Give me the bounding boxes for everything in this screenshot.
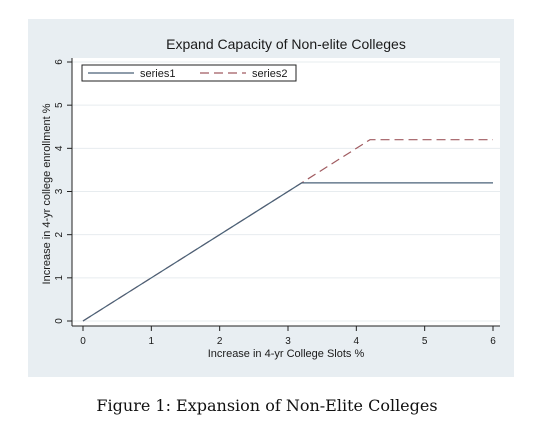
x-tick-label-0: 0	[80, 336, 86, 347]
series-lines	[82, 139, 493, 322]
figure-caption: Figure 1: Expansion of Non-Elite College…	[96, 396, 438, 415]
x-tick-label-3: 3	[285, 336, 291, 347]
x-tick-label-1: 1	[149, 336, 155, 347]
legend: series1 series2	[81, 64, 297, 82]
x-axis-label: Increase in 4-yr College Slots %	[208, 348, 365, 360]
legend-box	[81, 64, 297, 82]
legend-label-series2: series2	[252, 68, 287, 80]
y-tick-label-5: 5	[54, 102, 65, 108]
x-tick-label-6: 6	[490, 336, 496, 347]
y-tick-label-1: 1	[54, 275, 65, 281]
y-tick-label-4: 4	[54, 145, 65, 151]
chart-title: Expand Capacity of Non-elite Colleges	[166, 36, 406, 52]
legend-label-series1: series1	[140, 68, 175, 80]
gridlines	[72, 61, 500, 322]
y-tick-label-6: 6	[54, 59, 65, 65]
x-tick-label-4: 4	[354, 336, 360, 347]
y-tick-label-2: 2	[54, 231, 65, 237]
axes: 0 1 2 3 4 5 6 0 1 2 3 4 5 6	[54, 58, 500, 347]
x-tick-label-5: 5	[422, 336, 428, 347]
y-axis-label: Increase in 4-yr college enrollment %	[41, 103, 53, 284]
x-tick-label-2: 2	[217, 336, 223, 347]
y-tick-label-3: 3	[54, 188, 65, 194]
series-line-series1	[82, 182, 493, 322]
y-tick-label-0: 0	[54, 318, 65, 324]
